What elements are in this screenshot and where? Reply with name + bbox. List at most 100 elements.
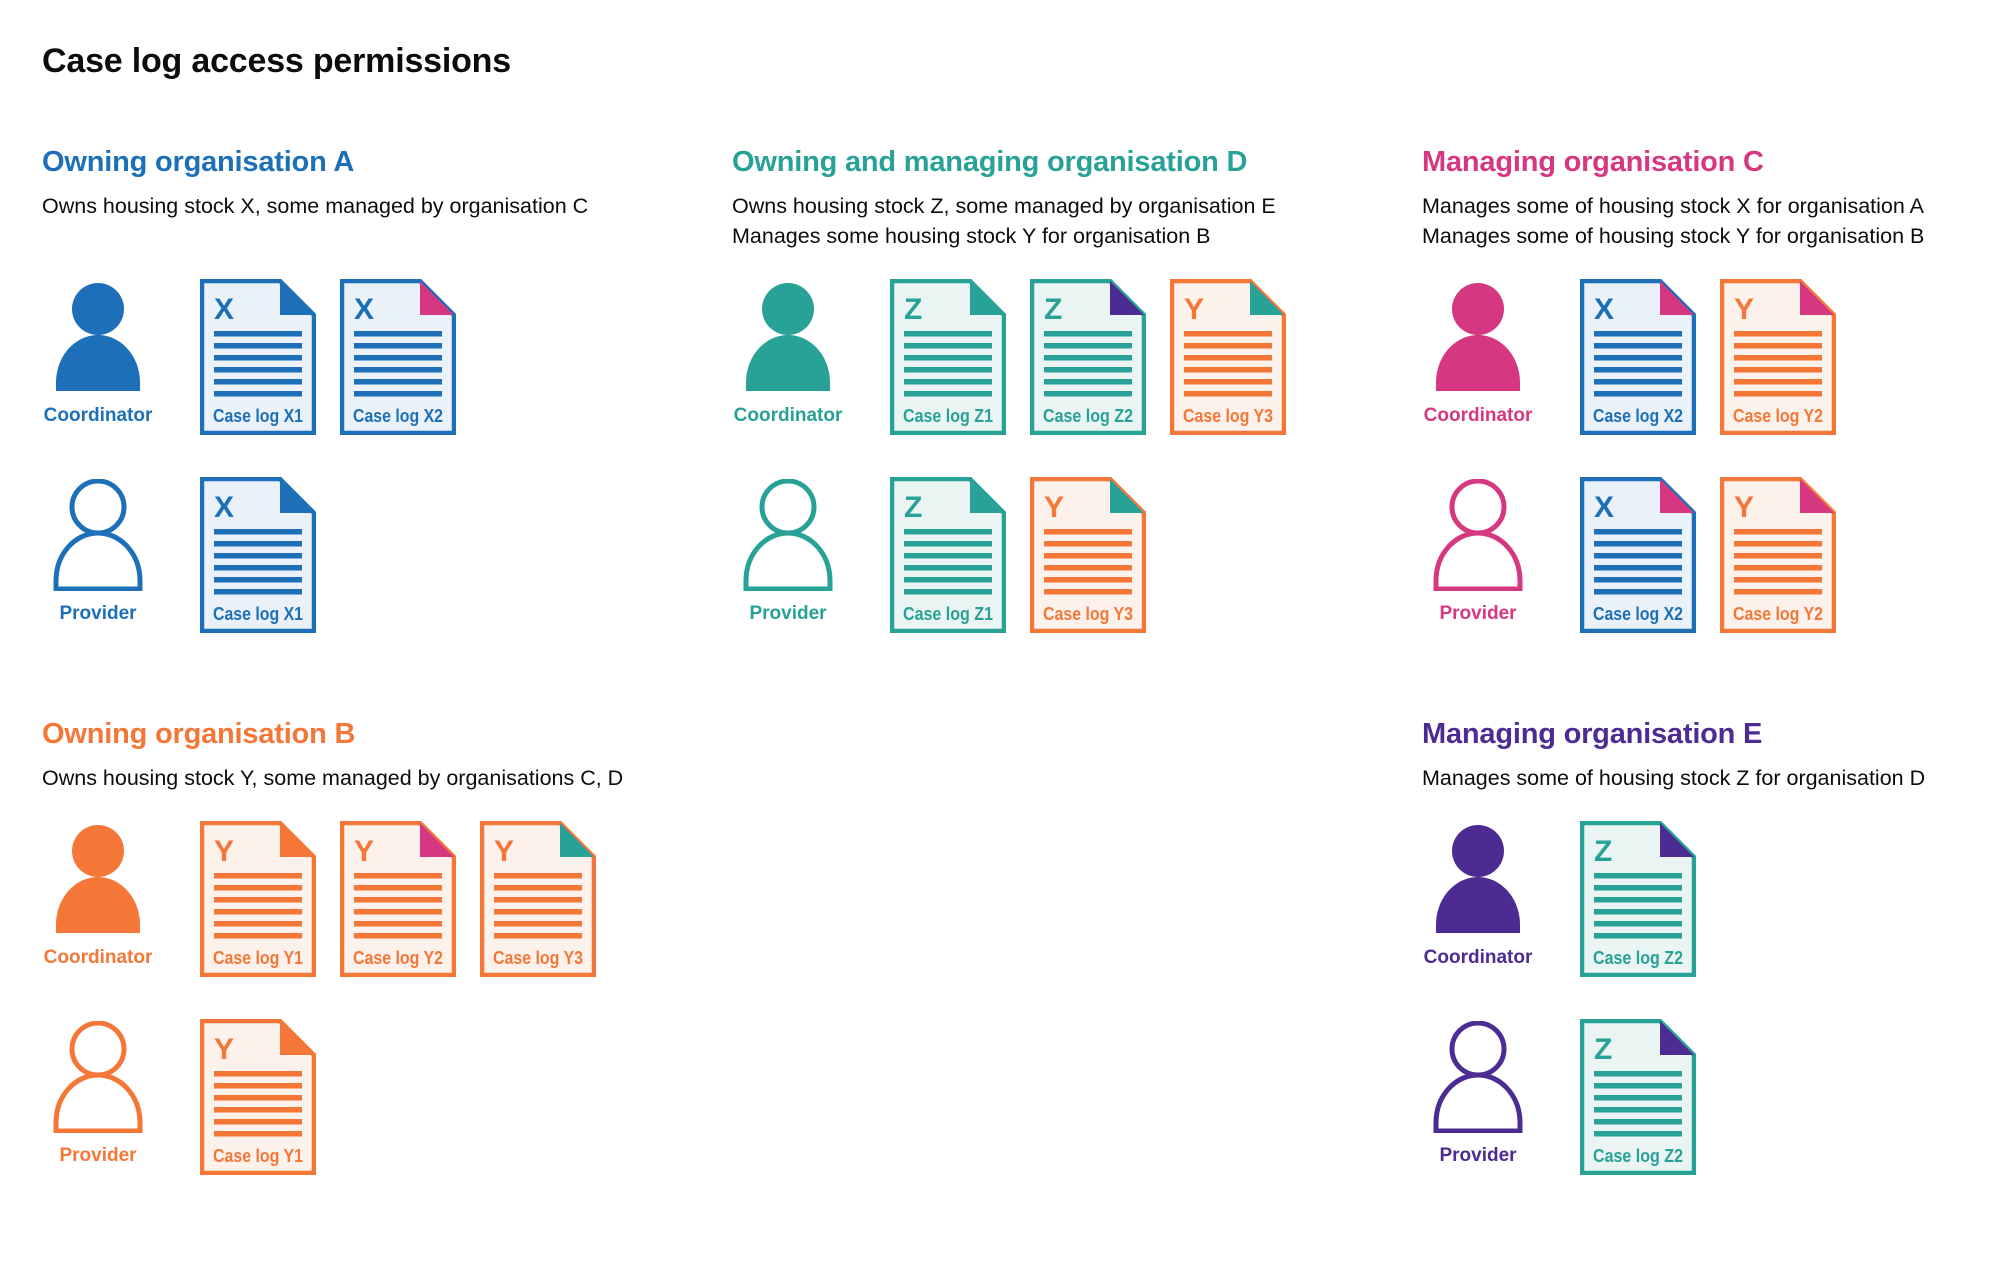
document-text-line — [354, 885, 442, 891]
document-letter: Y — [214, 1033, 234, 1066]
document-text-line — [904, 589, 992, 595]
document-text-line — [494, 897, 582, 903]
document-text-line — [214, 1107, 302, 1113]
access-rows: Coordinator Z Case log Z1 Z Case log Z2 Y Cas… — [732, 279, 1422, 633]
document-text-line — [904, 343, 992, 349]
document-text-line — [214, 921, 302, 927]
role-label: Provider — [1439, 603, 1517, 624]
case-log-documents: X Case log X2 Y Case log Y2 — [1580, 477, 1836, 633]
document-text-line — [214, 367, 302, 373]
document-text-line — [904, 331, 992, 337]
description-line: Manages some of housing stock Y for orga… — [1422, 224, 1925, 248]
document-text-line — [1734, 391, 1822, 397]
document-text-line — [1044, 343, 1132, 349]
document-text-line — [354, 379, 442, 385]
document-fold-icon — [1110, 479, 1144, 513]
document-text-line — [1184, 367, 1272, 373]
document-text-line — [1044, 553, 1132, 559]
document-text-line — [904, 541, 992, 547]
document-fold-icon — [280, 1021, 314, 1055]
description-line: Owns housing stock Y, some managed by or… — [42, 766, 624, 790]
coordinator-person-icon — [1430, 823, 1526, 935]
document-text-line — [214, 379, 302, 385]
document-text-line — [1734, 565, 1822, 571]
document-text-line — [354, 909, 442, 915]
document-text-line — [1734, 379, 1822, 385]
role-label: Provider — [59, 1145, 137, 1166]
person: Coordinator — [44, 281, 152, 427]
description-line: Owns housing stock Z, some managed by or… — [732, 194, 1276, 218]
document-text-line — [494, 933, 582, 939]
document-letter: Y — [1044, 491, 1064, 524]
section-heading: Managing organisation C — [1422, 146, 1764, 178]
document-text-line — [1734, 331, 1822, 337]
document-label: Case log Z1 — [903, 604, 993, 624]
case-log-document: Y Case log Y3 — [1030, 477, 1146, 633]
person: Coordinator — [1424, 281, 1532, 427]
case-log-documents: X Case log X1 — [200, 477, 316, 633]
case-log-document: Z Case log Z2 — [1580, 1019, 1696, 1175]
case-log-document: Y Case log Y2 — [340, 821, 456, 977]
document-text-line — [1594, 921, 1682, 927]
document-label: Case log Y3 — [1043, 604, 1133, 624]
case-log-documents: Y Case log Y1 Y Case log Y2 Y Case log Y3 — [200, 821, 596, 977]
document-text-line — [214, 885, 302, 891]
page-title: Case log access permissions — [42, 42, 511, 80]
access-row: Coordinator X Case log X2 Y Case log Y2 — [1422, 279, 2000, 435]
document-fold-icon — [420, 823, 454, 857]
case-log-document: Z Case log Z1 — [890, 477, 1006, 633]
access-rows: Coordinator Z Case log Z2 Provider Z Case … — [1422, 821, 2000, 1175]
case-log-documents: Z Case log Z1 Y Case log Y3 — [890, 477, 1146, 633]
document-fold-icon — [1800, 281, 1834, 315]
document-text-line — [1734, 541, 1822, 547]
document-text-line — [214, 873, 302, 879]
document-text-line — [1044, 391, 1132, 397]
access-row: Coordinator Z Case log Z2 — [1422, 821, 2000, 977]
case-log-document: Y Case log Y1 — [200, 821, 316, 977]
document-text-line — [214, 1095, 302, 1101]
document-text-line — [904, 367, 992, 373]
section-heading: Managing organisation E — [1422, 718, 1763, 750]
access-row: Provider Z Case log Z1 Y Case log Y3 — [732, 477, 1422, 633]
role-label: Provider — [59, 603, 137, 624]
document-fold-icon — [280, 281, 314, 315]
document-text-line — [1734, 355, 1822, 361]
case-log-document: Z Case log Z2 — [1580, 821, 1696, 977]
provider-person-icon — [50, 1020, 146, 1134]
case-log-documents: Z Case log Z2 — [1580, 821, 1696, 977]
document-letter: X — [1594, 293, 1614, 326]
role-label: Coordinator — [1423, 947, 1533, 968]
document-text-line — [1044, 331, 1132, 337]
document-text-line — [1594, 1071, 1682, 1077]
document-text-line — [1594, 885, 1682, 891]
document-label: Case log X1 — [213, 604, 303, 624]
case-log-document: X Case log X2 — [1580, 279, 1696, 435]
case-log-document: Z Case log Z2 — [1030, 279, 1146, 435]
document-text-line — [1594, 897, 1682, 903]
description-line: Manages some housing stock Y for organis… — [732, 224, 1211, 248]
document-label: Case log Y3 — [1183, 406, 1273, 426]
person: Provider — [1430, 478, 1526, 625]
document-label: Case log Y1 — [213, 948, 303, 968]
document-fold-icon — [420, 281, 454, 315]
document-text-line — [214, 577, 302, 583]
document-fold-icon — [1250, 281, 1284, 315]
document-text-line — [354, 343, 442, 349]
person: Coordinator — [44, 823, 152, 969]
document-text-line — [214, 1131, 302, 1137]
document-text-line — [1594, 553, 1682, 559]
document-text-line — [494, 873, 582, 879]
document-text-line — [1184, 379, 1272, 385]
role-label: Coordinator — [43, 947, 153, 968]
access-row: Provider Y Case log Y1 — [42, 1019, 732, 1175]
document-text-line — [214, 933, 302, 939]
document-text-line — [354, 933, 442, 939]
document-letter: Y — [1734, 491, 1754, 524]
document-text-line — [1734, 529, 1822, 535]
access-row: Provider X Case log X2 Y Case log Y2 — [1422, 477, 2000, 633]
document-text-line — [214, 529, 302, 535]
document-text-line — [354, 367, 442, 373]
access-row: Coordinator Z Case log Z1 Z Case log Z2 Y Cas… — [732, 279, 1422, 435]
access-row: Coordinator Y Case log Y1 Y Case log Y2 Y Cas… — [42, 821, 732, 977]
document-text-line — [1594, 1095, 1682, 1101]
